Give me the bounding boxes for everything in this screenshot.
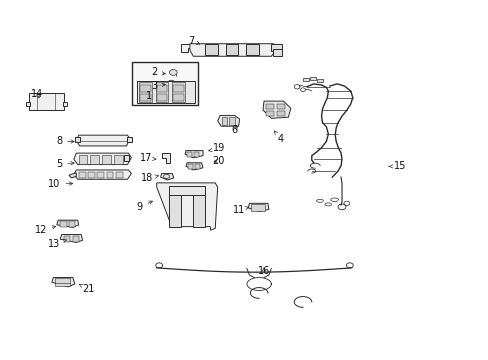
Polygon shape	[184, 150, 203, 158]
Text: 19: 19	[208, 143, 224, 153]
Bar	[137, 81, 194, 103]
Bar	[187, 152, 192, 157]
Bar	[114, 154, 122, 163]
Circle shape	[167, 80, 175, 86]
Text: 5: 5	[56, 159, 74, 169]
Bar	[303, 78, 308, 81]
Bar	[73, 236, 79, 242]
Bar	[168, 193, 181, 226]
Bar	[102, 154, 111, 163]
Bar	[116, 172, 122, 178]
Bar	[173, 94, 183, 101]
Bar	[63, 102, 67, 106]
Bar	[75, 136, 80, 141]
Bar	[168, 186, 205, 195]
Bar	[221, 117, 227, 125]
Text: 12: 12	[35, 225, 56, 235]
Bar	[123, 155, 129, 161]
Text: 6: 6	[231, 125, 237, 135]
Text: 1: 1	[146, 91, 152, 101]
Bar	[172, 82, 184, 102]
Bar	[310, 77, 316, 80]
Bar	[97, 172, 104, 178]
Text: 8: 8	[56, 136, 74, 146]
Bar	[79, 172, 85, 178]
Polygon shape	[60, 234, 82, 242]
Polygon shape	[57, 220, 79, 227]
Text: 20: 20	[212, 156, 224, 166]
Text: 7: 7	[187, 36, 200, 46]
Text: 2: 2	[151, 67, 165, 77]
Bar	[55, 278, 70, 286]
Bar	[272, 49, 281, 56]
Text: 3: 3	[151, 81, 165, 91]
Text: 11: 11	[232, 206, 248, 216]
Bar	[188, 164, 193, 169]
Bar	[266, 111, 274, 116]
Text: 21: 21	[79, 284, 95, 294]
Bar	[26, 102, 30, 106]
Text: 18: 18	[141, 173, 159, 183]
Bar	[266, 104, 274, 109]
Polygon shape	[161, 153, 170, 163]
Text: 9: 9	[136, 201, 152, 212]
Bar	[277, 111, 285, 116]
Text: 4: 4	[274, 131, 284, 144]
Polygon shape	[248, 203, 268, 212]
Bar	[316, 79, 322, 82]
Circle shape	[169, 69, 177, 75]
Polygon shape	[185, 163, 203, 170]
Text: 13: 13	[48, 239, 66, 249]
Polygon shape	[157, 183, 217, 230]
Text: 10: 10	[48, 179, 73, 189]
Bar	[156, 82, 168, 102]
Bar	[194, 152, 199, 157]
Text: 14: 14	[31, 89, 43, 99]
Bar	[157, 94, 167, 101]
Polygon shape	[181, 44, 193, 52]
Bar	[64, 236, 70, 242]
Bar	[90, 154, 99, 163]
Bar	[88, 172, 95, 178]
Bar	[157, 85, 167, 92]
Polygon shape	[76, 135, 130, 146]
Bar	[140, 85, 151, 92]
Bar	[69, 221, 75, 226]
Bar	[29, 93, 64, 110]
Polygon shape	[263, 101, 290, 118]
Bar	[193, 193, 205, 226]
Polygon shape	[52, 278, 75, 287]
Bar	[79, 154, 87, 163]
Bar	[139, 82, 152, 102]
Bar	[140, 94, 151, 101]
Text: 15: 15	[388, 161, 406, 171]
Bar	[132, 62, 198, 105]
Text: 17: 17	[140, 153, 156, 163]
Bar	[205, 44, 217, 55]
Text: 16: 16	[257, 266, 269, 276]
Bar	[229, 117, 235, 125]
Polygon shape	[69, 173, 76, 178]
Polygon shape	[217, 116, 239, 126]
Polygon shape	[189, 44, 276, 56]
Bar	[271, 44, 282, 51]
Polygon shape	[74, 170, 131, 179]
Bar	[277, 104, 285, 109]
Bar	[60, 221, 66, 226]
Polygon shape	[160, 174, 173, 180]
Bar	[195, 164, 200, 169]
Bar	[225, 44, 238, 55]
Bar	[127, 136, 132, 141]
Bar	[246, 44, 258, 55]
Bar	[251, 204, 264, 211]
Bar	[106, 172, 113, 178]
Polygon shape	[74, 153, 131, 165]
Bar	[173, 85, 183, 92]
